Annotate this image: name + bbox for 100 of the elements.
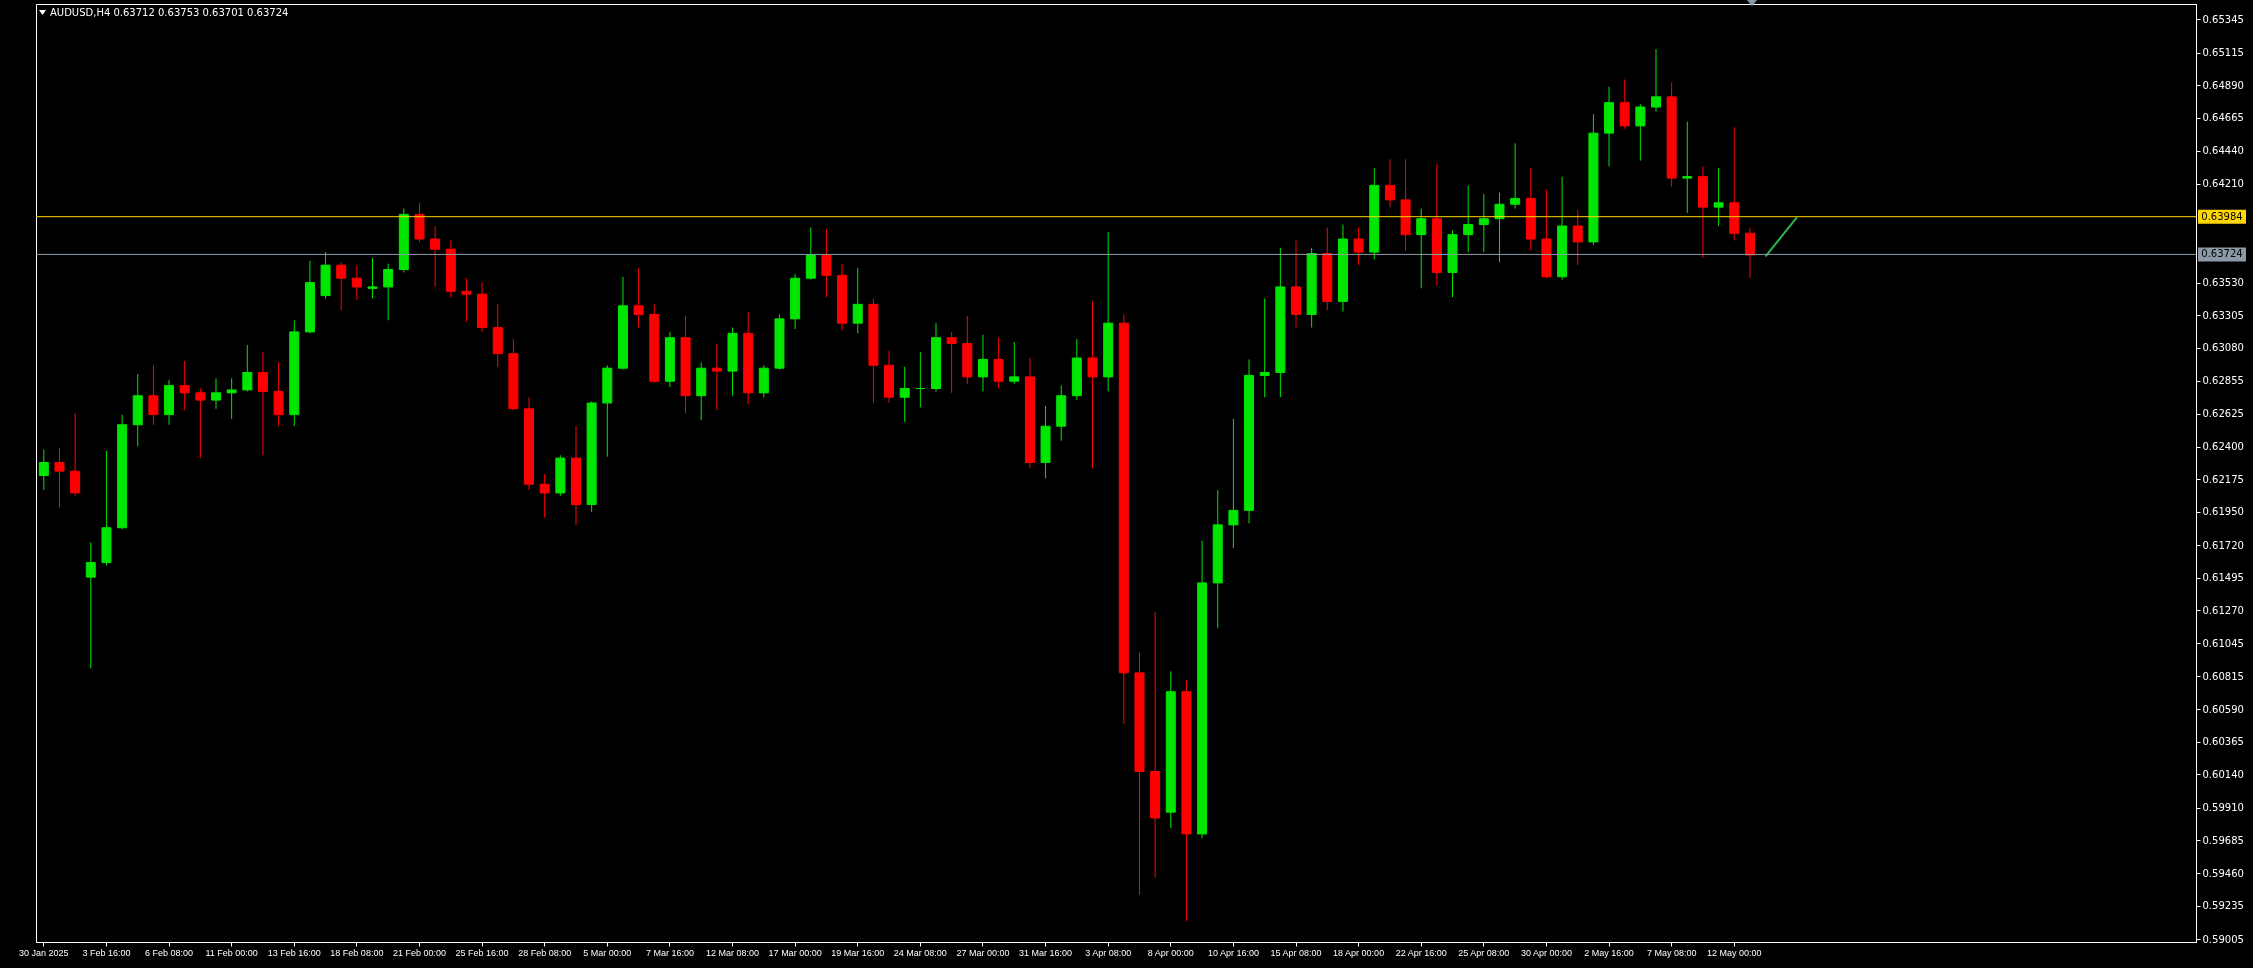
y-tick-label: 0.63080 bbox=[2202, 342, 2244, 354]
x-tick-label: 8 Apr 00:00 bbox=[1147, 947, 1194, 958]
candlestick bbox=[1463, 184, 1474, 253]
y-tick-label: 0.62400 bbox=[2202, 441, 2244, 453]
candlestick bbox=[257, 351, 268, 456]
candlestick bbox=[1384, 158, 1395, 208]
candlestick bbox=[461, 277, 472, 323]
x-tick-label: 19 Mar 16:00 bbox=[831, 947, 885, 958]
y-tick-label: 0.64665 bbox=[2202, 112, 2244, 124]
x-tick-label: 5 Mar 00:00 bbox=[583, 947, 632, 958]
x-tick-label: 13 Feb 16:00 bbox=[267, 947, 321, 958]
y-tick-label: 0.64890 bbox=[2202, 79, 2244, 91]
candlestick bbox=[1353, 226, 1364, 266]
x-tick-label: 25 Feb 16:00 bbox=[455, 947, 509, 958]
y-tick-label: 0.60590 bbox=[2202, 703, 2244, 715]
candlestick bbox=[336, 261, 347, 311]
candlestick bbox=[539, 473, 550, 519]
y-tick-label: 0.61720 bbox=[2202, 539, 2244, 551]
candlestick bbox=[85, 541, 96, 670]
x-tick-label: 28 Feb 08:00 bbox=[518, 947, 572, 958]
y-tick-label: 0.60140 bbox=[2202, 768, 2244, 780]
y-tick-label: 0.65345 bbox=[2202, 13, 2244, 25]
x-tick-label: 17 Mar 00:00 bbox=[768, 947, 822, 958]
candlestick bbox=[1494, 192, 1505, 263]
candlestick bbox=[367, 257, 378, 300]
x-tick-label: 3 Apr 08:00 bbox=[1085, 947, 1132, 958]
candlestick bbox=[1259, 298, 1270, 398]
y-tick-label: 0.60815 bbox=[2202, 670, 2244, 682]
chart-title: AUDUSD,H4 0.63712 0.63753 0.63701 0.63724 bbox=[50, 7, 289, 18]
y-tick-label: 0.59685 bbox=[2202, 834, 2244, 846]
candlestick bbox=[273, 361, 284, 427]
x-tick-label: 30 Apr 00:00 bbox=[1520, 947, 1572, 958]
x-tick-label: 7 May 08:00 bbox=[1646, 947, 1697, 958]
y-tick-label: 0.62855 bbox=[2202, 375, 2244, 387]
y-tick-label: 0.63305 bbox=[2202, 309, 2244, 321]
y-tick-label: 0.59910 bbox=[2202, 802, 2244, 814]
candlestick bbox=[821, 228, 832, 298]
candlestick bbox=[70, 412, 81, 497]
candlestick bbox=[1510, 142, 1521, 210]
x-tick-label: 7 Mar 16:00 bbox=[645, 947, 694, 958]
candlestick bbox=[1009, 341, 1020, 385]
candlestick bbox=[38, 448, 49, 491]
x-tick-label: 2 May 16:00 bbox=[1584, 947, 1634, 958]
candlestick bbox=[852, 267, 863, 334]
candlestick bbox=[993, 337, 1004, 389]
candlestick bbox=[899, 366, 910, 423]
candlestick bbox=[351, 264, 362, 301]
y-tick-label: 0.62625 bbox=[2202, 408, 2244, 420]
candlestick bbox=[711, 343, 722, 411]
x-tick-label: 15 Apr 08:00 bbox=[1270, 947, 1322, 958]
candlestick bbox=[383, 263, 394, 321]
y-tick-label: 0.61950 bbox=[2202, 506, 2244, 518]
candlestick bbox=[148, 364, 159, 426]
y-tick-label: 0.59235 bbox=[2202, 900, 2244, 912]
candlestick bbox=[430, 225, 441, 288]
ref-line-label: 0.63724 bbox=[2201, 248, 2243, 260]
y-tick-label: 0.61045 bbox=[2202, 637, 2244, 649]
candlestick bbox=[1713, 167, 1724, 227]
candlestick bbox=[1228, 418, 1239, 549]
candlestick bbox=[805, 226, 816, 281]
x-tick-label: 6 Feb 08:00 bbox=[145, 947, 194, 958]
y-tick-label: 0.65115 bbox=[2202, 47, 2244, 59]
y-tick-label: 0.63530 bbox=[2202, 277, 2244, 289]
candlestick bbox=[1682, 121, 1693, 214]
x-tick-label: 10 Apr 16:00 bbox=[1207, 947, 1259, 958]
x-tick-label: 25 Apr 08:00 bbox=[1458, 947, 1510, 958]
y-tick-label: 0.64210 bbox=[2202, 178, 2244, 190]
candlestick bbox=[1619, 78, 1630, 130]
candlestick bbox=[211, 377, 221, 410]
x-tick-label: 21 Feb 00:00 bbox=[392, 947, 446, 958]
candlestick bbox=[54, 447, 65, 508]
y-tick-label: 0.64440 bbox=[2202, 145, 2244, 157]
y-tick-label: 0.60365 bbox=[2202, 736, 2244, 748]
candlestick bbox=[1416, 208, 1427, 289]
candlestick bbox=[179, 360, 190, 411]
x-tick-label: 18 Feb 08:00 bbox=[330, 947, 384, 958]
candlestick bbox=[633, 267, 644, 329]
y-tick-label: 0.61495 bbox=[2202, 572, 2244, 584]
candlestick bbox=[946, 331, 957, 394]
candlestick bbox=[242, 344, 253, 392]
x-tick-label: 12 Mar 08:00 bbox=[706, 947, 760, 958]
candlestick bbox=[1087, 300, 1098, 469]
x-tick-label: 11 Feb 00:00 bbox=[205, 947, 258, 958]
candlestick bbox=[1478, 193, 1489, 253]
candlestick bbox=[1572, 209, 1583, 266]
y-tick-label: 0.59005 bbox=[2202, 933, 2244, 945]
x-tick-label: 12 May 00:00 bbox=[1706, 947, 1762, 958]
x-tick-label: 31 Mar 16:00 bbox=[1019, 947, 1073, 958]
y-tick-label: 0.61270 bbox=[2202, 604, 2244, 616]
x-tick-label: 3 Feb 16:00 bbox=[82, 947, 131, 958]
candlestick bbox=[1651, 48, 1661, 112]
x-tick-label: 24 Mar 08:00 bbox=[893, 947, 947, 958]
candlestick bbox=[1744, 226, 1755, 279]
y-tick-label: 0.59460 bbox=[2202, 867, 2244, 879]
x-tick-label: 27 Mar 00:00 bbox=[956, 947, 1010, 958]
candlestick bbox=[226, 377, 237, 420]
ref-line-label: 0.63984 bbox=[2201, 210, 2243, 222]
candlestick bbox=[977, 334, 988, 392]
x-tick-label: 18 Apr 00:00 bbox=[1333, 947, 1385, 958]
x-tick-label: 30 Jan 2025 bbox=[19, 947, 69, 958]
